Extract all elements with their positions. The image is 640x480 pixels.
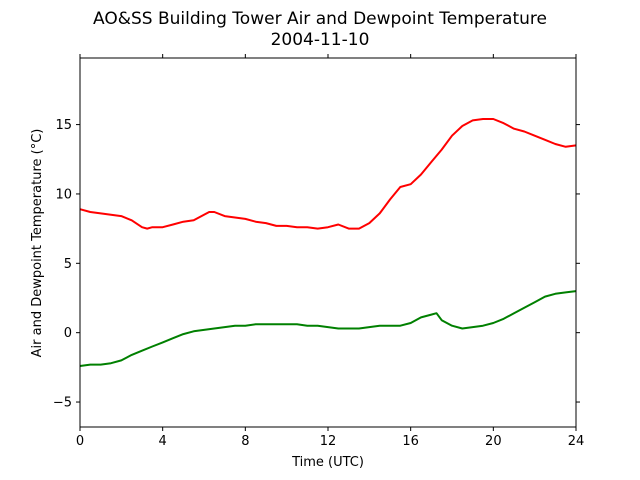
x-tick-label: 20 bbox=[485, 434, 502, 449]
chart-subtitle: 2004-11-10 bbox=[271, 30, 370, 50]
x-axis: 0 4 8 12 16 20 24 bbox=[76, 54, 584, 449]
x-tick-label: 0 bbox=[76, 434, 84, 449]
x-tick-label: 4 bbox=[159, 434, 167, 449]
x-tick-label: 24 bbox=[568, 434, 585, 449]
y-tick-label: −5 bbox=[53, 396, 72, 411]
y-axis-label: Air and Dewpoint Temperature (°C) bbox=[30, 129, 45, 358]
series-line-1 bbox=[79, 118, 577, 230]
y-tick-label: 0 bbox=[64, 326, 72, 341]
x-axis-label: Time (UTC) bbox=[291, 455, 364, 470]
chart-title: AO&SS Building Tower Air and Dewpoint Te… bbox=[93, 9, 547, 29]
y-axis: −5 0 5 10 15 bbox=[53, 118, 580, 411]
x-tick-label: 12 bbox=[320, 434, 337, 449]
plot-area bbox=[80, 58, 576, 427]
series-line-2 bbox=[79, 290, 577, 367]
x-tick-label: 8 bbox=[241, 434, 249, 449]
y-tick-label: 10 bbox=[55, 187, 72, 202]
y-tick-label: 5 bbox=[64, 257, 72, 272]
y-tick-label: 15 bbox=[55, 118, 72, 133]
x-tick-label: 16 bbox=[402, 434, 419, 449]
series-layer bbox=[79, 118, 577, 367]
